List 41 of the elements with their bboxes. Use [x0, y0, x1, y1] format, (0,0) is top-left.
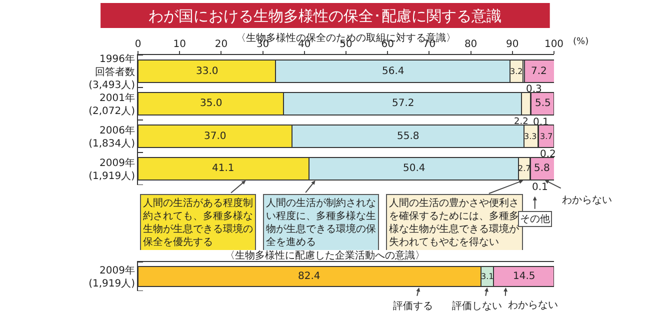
data-label: 50.4: [403, 163, 426, 174]
data-label: 3.3: [524, 132, 537, 141]
series-label: 評価しない: [452, 300, 502, 312]
series-label: 人間の生活がある程度制約されても、多種多様な生物が生息できる環境の保全を優先する: [143, 197, 253, 248]
y-tick-label: 2009年(1,919人): [88, 264, 136, 290]
y-tick-label: 2006年(1,834人): [88, 124, 136, 150]
data-label: 41.1: [212, 163, 234, 174]
series-label: 人間の生活の豊かさや便利さを確保するためには、多種多様な生物が生息できる環境が失われてもやむを得ない: [389, 197, 520, 248]
x-tick-label: 20: [214, 39, 228, 50]
series-label: 人間の生活が制約されない程度に、多種多様な生物が生息できる環境の保全を進める: [266, 197, 376, 248]
y-tick-label: 2001年(2,072人): [88, 92, 136, 117]
series-label: わからない: [562, 195, 612, 206]
data-label: 35.0: [200, 98, 222, 109]
x-tick-label: 80: [464, 39, 478, 50]
data-label: 37.0: [204, 131, 226, 142]
data-label: 0.1: [532, 182, 548, 193]
data-label: 3.1: [481, 272, 494, 281]
series-label: わからない: [508, 300, 558, 311]
y-tick-label: 2009年(1,919人): [88, 156, 136, 182]
chart-title: 〈生物多様性に配慮した企業活動への意識〉: [225, 250, 425, 262]
data-label: 33.0: [196, 66, 218, 77]
y-tick-label: 1996年回答者数(3,493人): [88, 52, 136, 91]
data-label: 3.2: [510, 67, 523, 76]
x-tick-label: 90: [506, 39, 519, 50]
data-label: 2.2: [514, 117, 528, 127]
data-label: 7.2: [531, 66, 547, 77]
data-label: 5.5: [535, 98, 551, 109]
x-tick-label: 100: [544, 39, 564, 50]
x-axis-title: (%): [573, 37, 589, 47]
data-label: 5.8: [534, 163, 550, 174]
x-tick-label: 10: [173, 39, 186, 50]
data-label: 82.4: [298, 271, 320, 282]
series-label: 評価する: [393, 300, 433, 312]
data-label: 55.8: [397, 131, 420, 142]
text: その他: [520, 213, 550, 225]
chart-title: わが国における生物多様性の保全･配慮に関する意識: [148, 6, 502, 25]
data-label: 3.7: [540, 132, 553, 141]
x-tick-label: 0: [134, 39, 142, 50]
data-label: 56.4: [382, 66, 404, 77]
data-label: 57.2: [392, 98, 414, 109]
data-label: 14.5: [513, 271, 536, 282]
